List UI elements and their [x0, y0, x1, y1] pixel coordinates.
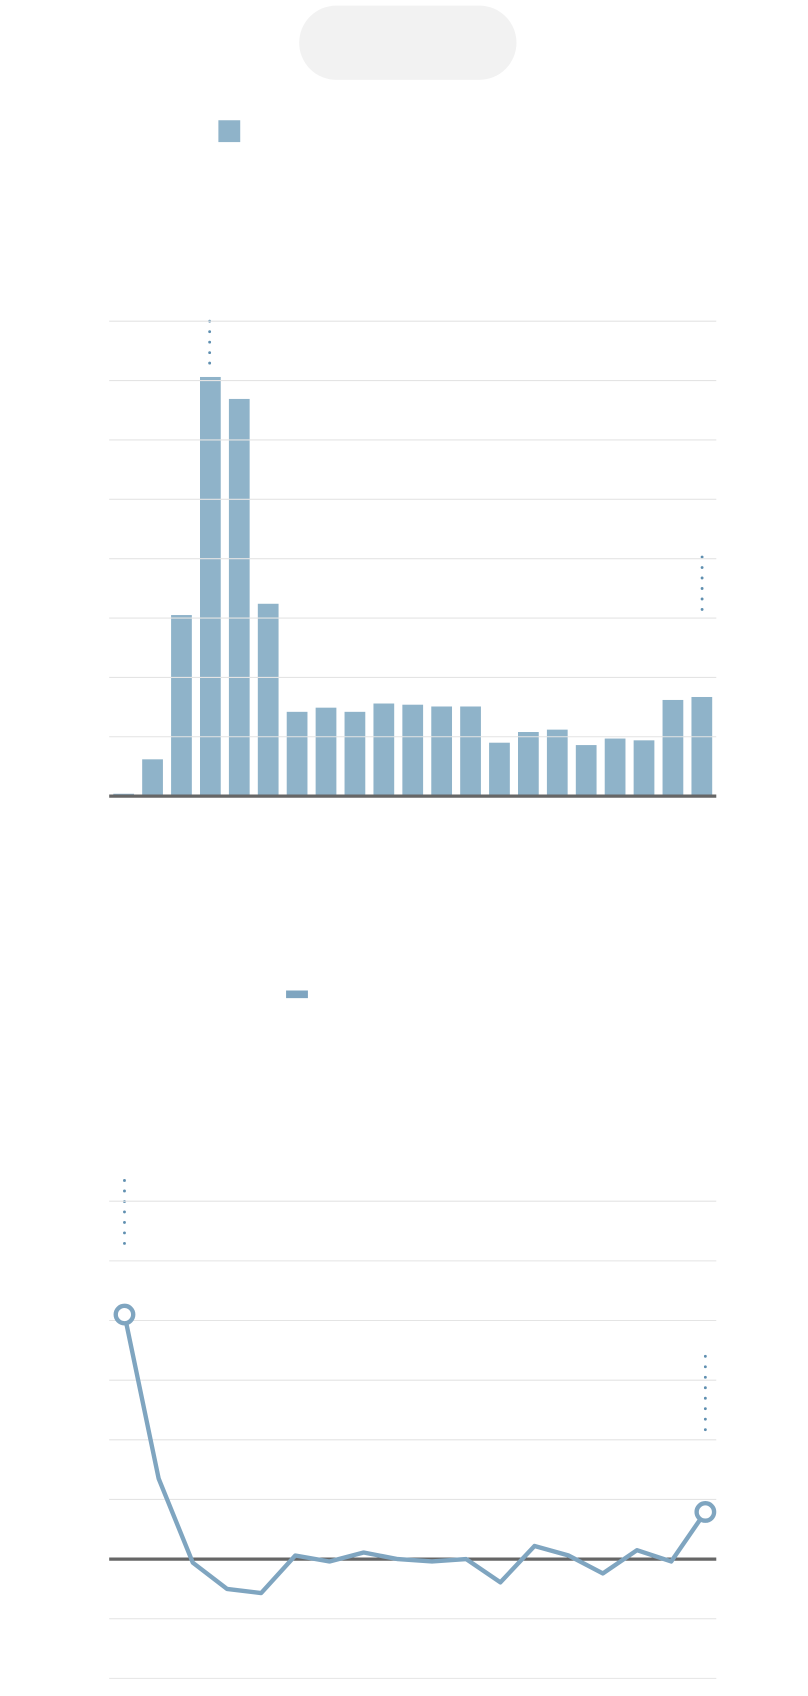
bar [633, 740, 655, 797]
legend-swatch [286, 990, 308, 999]
bar [575, 745, 597, 797]
bar [691, 696, 713, 797]
bar [344, 711, 366, 797]
end-marker [694, 1501, 717, 1523]
top-pill-button[interactable] [299, 5, 517, 80]
annotation-leaders [123, 319, 707, 1441]
bar [171, 615, 192, 797]
bar [489, 742, 510, 797]
bar [142, 759, 163, 797]
bar [286, 711, 308, 797]
bar [431, 706, 453, 797]
bar [315, 707, 337, 797]
bar [228, 398, 250, 797]
end-marker [113, 1303, 136, 1326]
bar [373, 703, 395, 797]
bar [517, 732, 539, 797]
bar [460, 706, 481, 797]
bar [257, 603, 279, 797]
bar [546, 729, 568, 797]
legend-swatch [218, 120, 241, 143]
bar [604, 738, 626, 797]
line-series [122, 1314, 708, 1596]
bar [662, 699, 684, 797]
bar [402, 704, 424, 797]
bar [199, 376, 221, 797]
